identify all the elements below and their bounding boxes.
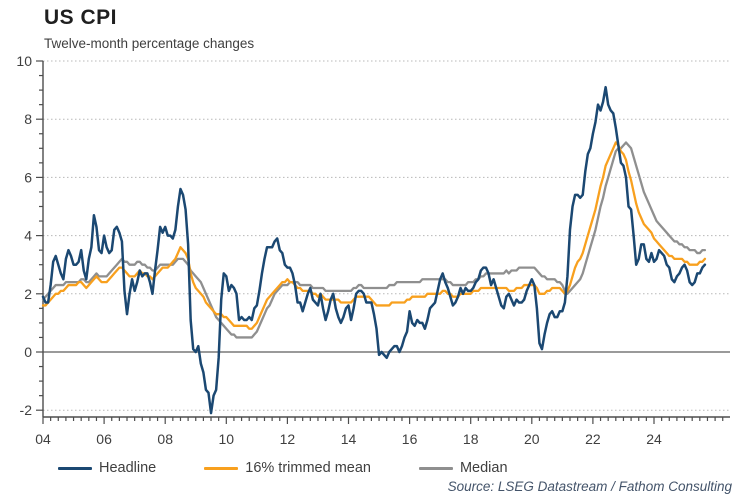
x-tick-label: 06 xyxy=(96,431,112,447)
x-tick-label: 08 xyxy=(157,431,173,447)
x-tick-label: 16 xyxy=(402,431,418,447)
series-headline xyxy=(41,85,707,415)
series-16-trimmed-mean xyxy=(41,141,707,330)
headline-line-swatch xyxy=(58,466,92,470)
y-tick-label: 4 xyxy=(24,228,32,244)
y-tick-label: 10 xyxy=(16,53,32,69)
x-tick-label: 22 xyxy=(585,431,601,447)
x-tick-label: 24 xyxy=(646,431,662,447)
y-tick-label: 6 xyxy=(24,169,32,185)
y-tick-label: -2 xyxy=(20,402,33,418)
x-tick-label: 04 xyxy=(35,431,51,447)
median-line-swatch xyxy=(418,466,453,470)
x-tick-label: 20 xyxy=(524,431,540,447)
x-tick-label: 18 xyxy=(463,431,479,447)
legend-item-headline: Headline xyxy=(58,458,156,478)
source-attribution: Source: LSEG Datastream / Fathom Consult… xyxy=(447,479,732,494)
x-tick-label: 14 xyxy=(341,431,357,447)
legend-item-median: Median xyxy=(418,458,508,478)
page-title: US CPI xyxy=(44,6,118,29)
trimmed-mean-line-swatch xyxy=(204,466,239,470)
legend-item-trimmed-mean: 16% trimmed mean xyxy=(204,458,371,478)
legend-label-headline: Headline xyxy=(99,460,157,476)
x-tick-label: 10 xyxy=(219,431,235,447)
y-tick-label: 2 xyxy=(24,286,32,302)
chart-subtitle: Twelve-month percentage changes xyxy=(44,36,255,51)
x-tick-label: 12 xyxy=(280,431,296,447)
chart-legend: Headline 16% trimmed mean Median xyxy=(58,458,698,478)
legend-label-median: Median xyxy=(459,460,508,476)
series-median xyxy=(41,141,707,339)
y-tick-label: 0 xyxy=(24,344,32,360)
legend-label-trimmed-mean: 16% trimmed mean xyxy=(245,460,371,476)
y-tick-label: 8 xyxy=(24,111,32,127)
